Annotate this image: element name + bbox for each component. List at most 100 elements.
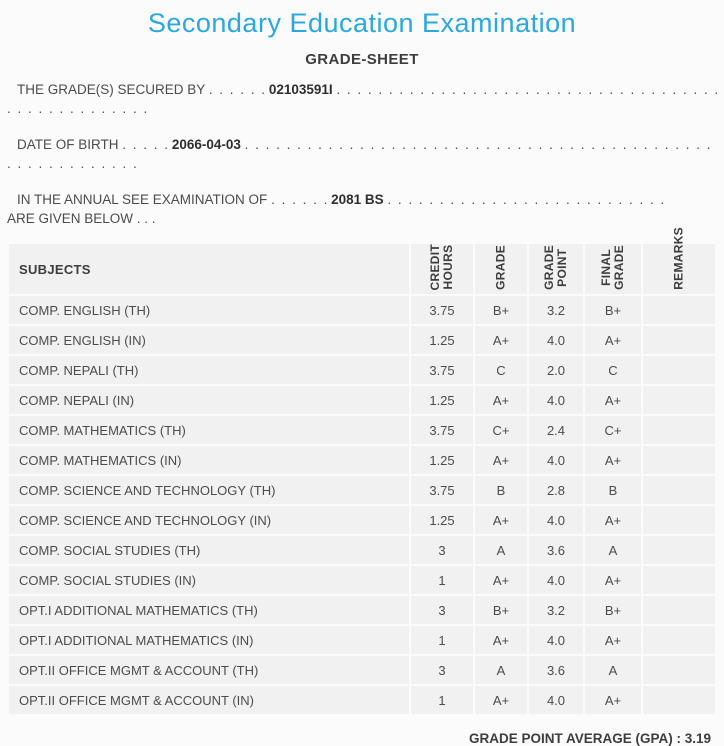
- col-header-grade-label: GRADE: [493, 245, 508, 290]
- grade-sheet-page: Secondary Education Examination GRADE-SH…: [7, 8, 717, 746]
- gpa-separator: :: [672, 731, 685, 746]
- cell-subject: COMP. MATHEMATICS (IN): [9, 446, 409, 474]
- cell-subject: COMP. NEPALI (IN): [9, 386, 409, 414]
- cell-final-grade: A+: [585, 626, 641, 654]
- table-row: COMP. NEPALI (TH) 3.75 C 2.0 C: [9, 356, 715, 384]
- cell-credit-hours: 3: [411, 596, 473, 624]
- cell-remarks: [643, 296, 715, 324]
- cell-grade-point: 4.0: [529, 506, 583, 534]
- dotted-leader: . . . . . .: [271, 192, 328, 207]
- statement-grades-secured: THE GRADE(S) SECURED BY . . . . . . 0210…: [7, 81, 717, 117]
- cell-credit-hours: 1.25: [411, 326, 473, 354]
- table-row: COMP. SOCIAL STUDIES (IN) 1 A+ 4.0 A+: [9, 566, 715, 594]
- cell-grade: A+: [475, 386, 527, 414]
- cell-grade: A: [475, 536, 527, 564]
- cell-final-grade: A+: [585, 326, 641, 354]
- cell-grade-point: 3.6: [529, 656, 583, 684]
- cell-credit-hours: 1.25: [411, 506, 473, 534]
- cell-grade-point: 2.4: [529, 416, 583, 444]
- table-row: COMP. MATHEMATICS (IN) 1.25 A+ 4.0 A+: [9, 446, 715, 474]
- table-row: COMP. NEPALI (IN) 1.25 A+ 4.0 A+: [9, 386, 715, 414]
- cell-grade: A+: [475, 686, 527, 714]
- statement-label: IN THE ANNUAL SEE EXAMINATION OF: [17, 192, 268, 207]
- dotted-leader: . . . . .: [122, 137, 169, 152]
- cell-remarks: [643, 386, 715, 414]
- dotted-leader: . . . . . . . . . . . . . . . . . . . . …: [336, 82, 717, 97]
- cell-grade: C: [475, 356, 527, 384]
- table-row: COMP. SOCIAL STUDIES (TH) 3 A 3.6 A: [9, 536, 715, 564]
- cell-remarks: [643, 596, 715, 624]
- cell-remarks: [643, 626, 715, 654]
- cell-final-grade: A+: [585, 506, 641, 534]
- cell-credit-hours: 3.75: [411, 416, 473, 444]
- cell-grade-point: 2.8: [529, 476, 583, 504]
- col-header-subjects: SUBJECTS: [9, 244, 409, 294]
- cell-remarks: [643, 416, 715, 444]
- table-row: OPT.II OFFICE MGMT & ACCOUNT (TH) 3 A 3.6 A: [9, 656, 715, 684]
- cell-final-grade: A: [585, 536, 641, 564]
- cell-subject: COMP. ENGLISH (TH): [9, 296, 409, 324]
- cell-credit-hours: 3: [411, 656, 473, 684]
- cell-subject: OPT.II OFFICE MGMT & ACCOUNT (TH): [9, 656, 409, 684]
- cell-credit-hours: 3.75: [411, 476, 473, 504]
- cell-final-grade: B+: [585, 596, 641, 624]
- table-row: OPT.I ADDITIONAL MATHEMATICS (IN) 1 A+ 4.0 A…: [9, 626, 715, 654]
- table-row: OPT.II OFFICE MGMT & ACCOUNT (IN) 1 A+ 4.0 A…: [9, 686, 715, 714]
- cell-subject: COMP. SOCIAL STUDIES (IN): [9, 566, 409, 594]
- col-header-credit-hours-label: CREDIT HOURS: [428, 243, 455, 290]
- gpa-summary: GRADE POINT AVERAGE (GPA) : 3.19: [7, 731, 717, 746]
- grades-table: SUBJECTS CREDIT HOURS GRADE GRADE POINT …: [7, 227, 717, 716]
- cell-final-grade: A+: [585, 566, 641, 594]
- cell-remarks: [643, 506, 715, 534]
- dotted-leader: . . . . . .: [208, 82, 266, 97]
- statement-date-of-birth: DATE OF BIRTH . . . . . 2066-04-03 . . .…: [7, 136, 717, 172]
- table-header-row: SUBJECTS CREDIT HOURS GRADE GRADE POINT …: [9, 227, 715, 294]
- grades-table-body: COMP. ENGLISH (TH) 3.75 B+ 3.2 B+ COMP. ENGLI…: [9, 296, 715, 714]
- cell-grade-point: 3.6: [529, 536, 583, 564]
- cell-credit-hours: 1: [411, 566, 473, 594]
- cell-subject: OPT.I ADDITIONAL MATHEMATICS (TH): [9, 596, 409, 624]
- cell-grade: B+: [475, 596, 527, 624]
- cell-grade: A+: [475, 566, 527, 594]
- statement-continuation: ARE GIVEN BELOW . . .: [7, 211, 156, 226]
- cell-grade: B: [475, 476, 527, 504]
- statement-exam-year: IN THE ANNUAL SEE EXAMINATION OF . . . .…: [7, 191, 717, 227]
- cell-grade: A+: [475, 626, 527, 654]
- cell-remarks: [643, 446, 715, 474]
- cell-remarks: [643, 536, 715, 564]
- table-row: COMP. ENGLISH (TH) 3.75 B+ 3.2 B+: [9, 296, 715, 324]
- col-header-final-grade: FINAL GRADE: [585, 244, 641, 294]
- col-header-remarks: REMARKS: [643, 227, 715, 294]
- cell-remarks: [643, 566, 715, 594]
- cell-grade-point: 3.2: [529, 296, 583, 324]
- dotted-leader: . . . . . . . . . . . . . .: [7, 101, 148, 116]
- cell-final-grade: A+: [585, 446, 641, 474]
- cell-final-grade: C: [585, 356, 641, 384]
- col-header-grade-point-label: GRADE POINT: [542, 245, 569, 290]
- gpa-value: 3.19: [684, 731, 711, 746]
- cell-final-grade: B: [585, 476, 641, 504]
- table-row: COMP. ENGLISH (IN) 1.25 A+ 4.0 A+: [9, 326, 715, 354]
- table-row: COMP. SCIENCE AND TECHNOLOGY (TH) 3.75 B 2.…: [9, 476, 715, 504]
- cell-subject: OPT.II OFFICE MGMT & ACCOUNT (IN): [9, 686, 409, 714]
- cell-subject: COMP. SCIENCE AND TECHNOLOGY (TH): [9, 476, 409, 504]
- cell-credit-hours: 1: [411, 626, 473, 654]
- statement-line: DATE OF BIRTH . . . . . 2066-04-03 . . .…: [7, 136, 717, 153]
- cell-grade-point: 4.0: [529, 566, 583, 594]
- cell-remarks: [643, 326, 715, 354]
- cell-final-grade: B+: [585, 296, 641, 324]
- cell-remarks: [643, 476, 715, 504]
- cell-grade-point: 4.0: [529, 326, 583, 354]
- cell-final-grade: A+: [585, 386, 641, 414]
- col-header-credit-hours: CREDIT HOURS: [411, 244, 473, 294]
- sheet-subtitle: GRADE-SHEET: [305, 51, 419, 68]
- cell-credit-hours: 1: [411, 686, 473, 714]
- cell-credit-hours: 1.25: [411, 386, 473, 414]
- date-of-birth-value: 2066-04-03: [171, 137, 241, 152]
- col-header-final-grade-label: FINAL GRADE: [599, 245, 626, 290]
- table-row: COMP. MATHEMATICS (TH) 3.75 C+ 2.4 C+: [9, 416, 715, 444]
- page-title: Secondary Education Examination: [147, 8, 577, 38]
- dotted-leader: . . . . . . . . . . . . . . . . . . . . …: [244, 137, 717, 152]
- table-row: OPT.I ADDITIONAL MATHEMATICS (TH) 3 B+ 3.2 B…: [9, 596, 715, 624]
- cell-credit-hours: 1.25: [411, 446, 473, 474]
